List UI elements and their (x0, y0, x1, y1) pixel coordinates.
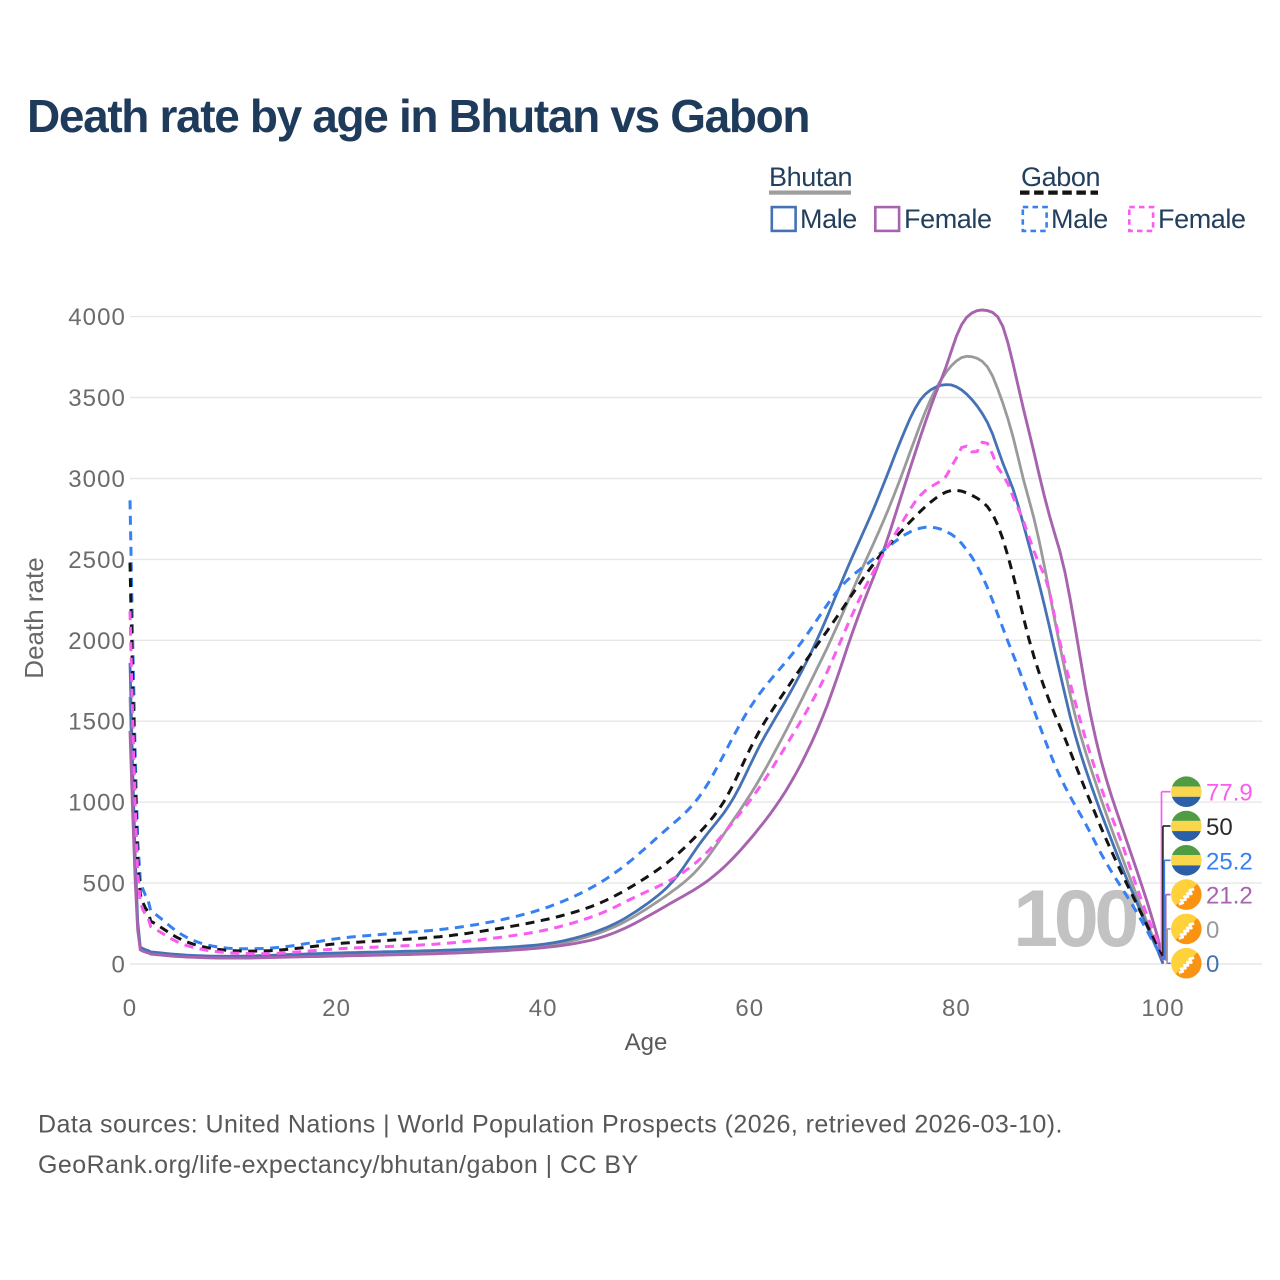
svg-text:Male: Male (1051, 204, 1108, 234)
svg-text:Death rate by age in Bhutan vs: Death rate by age in Bhutan vs Gabon (27, 90, 809, 142)
svg-text:80: 80 (942, 995, 971, 1022)
svg-text:60: 60 (735, 995, 764, 1022)
svg-text:40: 40 (529, 995, 558, 1022)
svg-text:Female: Female (1158, 204, 1246, 234)
svg-text:0: 0 (1206, 917, 1219, 944)
svg-text:GeoRank.org/life-expectancy/bh: GeoRank.org/life-expectancy/bhutan/gabon… (38, 1151, 639, 1179)
svg-text:Age: Age (625, 1029, 668, 1056)
svg-text:Female: Female (904, 204, 992, 234)
svg-text:Bhutan: Bhutan (769, 162, 852, 192)
svg-text:77.9: 77.9 (1206, 780, 1253, 807)
svg-text:20: 20 (322, 995, 351, 1022)
svg-text:3500: 3500 (68, 385, 126, 412)
svg-text:Male: Male (800, 204, 857, 234)
svg-text:0: 0 (112, 952, 126, 979)
svg-text:0: 0 (123, 995, 137, 1022)
svg-text:4000: 4000 (68, 304, 126, 331)
svg-text:25.2: 25.2 (1206, 848, 1253, 875)
svg-text:Gabon: Gabon (1021, 162, 1100, 192)
svg-text:3000: 3000 (68, 466, 126, 493)
svg-text:50: 50 (1206, 814, 1233, 841)
svg-text:2500: 2500 (68, 547, 126, 574)
svg-text:1500: 1500 (68, 709, 126, 736)
svg-text:0: 0 (1206, 951, 1219, 978)
svg-text:1000: 1000 (68, 790, 126, 817)
svg-text:Death rate: Death rate (19, 557, 49, 678)
svg-text:2000: 2000 (68, 628, 126, 655)
svg-text:21.2: 21.2 (1206, 883, 1253, 910)
svg-text:500: 500 (83, 871, 126, 898)
svg-text:100: 100 (1141, 995, 1184, 1022)
svg-text:100: 100 (1013, 874, 1136, 964)
svg-text:Data sources: United Nations |: Data sources: United Nations | World Pop… (38, 1111, 1063, 1139)
